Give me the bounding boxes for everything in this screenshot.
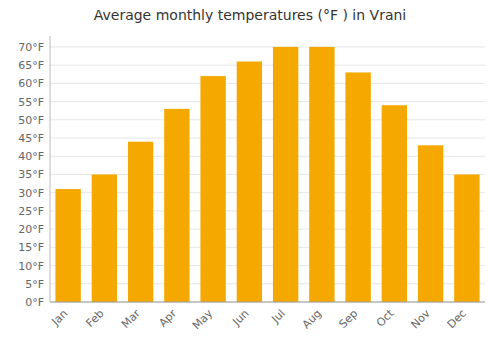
grid-line bbox=[50, 101, 485, 102]
chart-svg: Average monthly temperatures (°F ) in Vr… bbox=[0, 0, 500, 350]
y-tick-label: 5°F bbox=[25, 278, 44, 291]
grid-line bbox=[50, 302, 485, 303]
y-tick-label: 55°F bbox=[18, 96, 44, 109]
bar bbox=[418, 145, 443, 302]
grid-line bbox=[50, 46, 485, 47]
bars bbox=[55, 47, 479, 302]
grid bbox=[50, 47, 485, 302]
y-tick-label: 0°F bbox=[25, 296, 44, 309]
y-tick-label: 70°F bbox=[18, 41, 44, 54]
x-tick-label: Feb bbox=[84, 307, 107, 330]
y-tick-label: 50°F bbox=[18, 114, 44, 127]
y-tick-label: 45°F bbox=[18, 132, 44, 145]
x-tick-label: Jun bbox=[229, 307, 251, 329]
x-tick-label: Dec bbox=[445, 307, 469, 331]
x-tick-label: Jan bbox=[48, 307, 70, 329]
bar bbox=[345, 72, 370, 302]
grid-line bbox=[50, 83, 485, 84]
x-tick-label: Nov bbox=[408, 307, 433, 332]
y-tick-label: 30°F bbox=[18, 187, 44, 200]
y-tick-label: 15°F bbox=[18, 241, 44, 254]
grid-line bbox=[50, 65, 485, 66]
bar bbox=[164, 109, 189, 302]
x-tick-label: Oct bbox=[374, 306, 397, 329]
y-tick-label: 20°F bbox=[18, 223, 44, 236]
bar bbox=[200, 76, 225, 302]
y-axis-line bbox=[50, 36, 51, 302]
x-tick-label: Apr bbox=[156, 307, 179, 330]
grid-line bbox=[50, 119, 485, 120]
y-tick-label: 10°F bbox=[18, 260, 44, 273]
y-tick-label: 35°F bbox=[18, 168, 44, 181]
bar bbox=[382, 105, 407, 302]
chart-title: Average monthly temperatures (°F ) in Vr… bbox=[94, 7, 407, 23]
x-axis-line bbox=[50, 302, 485, 303]
bar bbox=[92, 174, 117, 302]
x-tick-label: Aug bbox=[300, 307, 324, 331]
bar bbox=[273, 47, 298, 302]
x-tick-label: Jul bbox=[268, 307, 287, 326]
bar bbox=[55, 189, 80, 302]
y-tick-label: 25°F bbox=[18, 205, 44, 218]
bar bbox=[309, 47, 334, 302]
x-tick-label: Sep bbox=[336, 307, 360, 331]
y-tick-label: 40°F bbox=[18, 150, 44, 163]
bar bbox=[128, 142, 153, 302]
x-tick-label: Mar bbox=[119, 307, 143, 331]
x-tick-label: May bbox=[190, 307, 216, 333]
y-tick-label: 60°F bbox=[18, 77, 44, 90]
chart-container: Average monthly temperatures (°F ) in Vr… bbox=[0, 0, 500, 350]
y-tick-label: 65°F bbox=[18, 59, 44, 72]
bar bbox=[237, 62, 262, 302]
grid-line bbox=[50, 138, 485, 139]
bar bbox=[454, 174, 479, 302]
